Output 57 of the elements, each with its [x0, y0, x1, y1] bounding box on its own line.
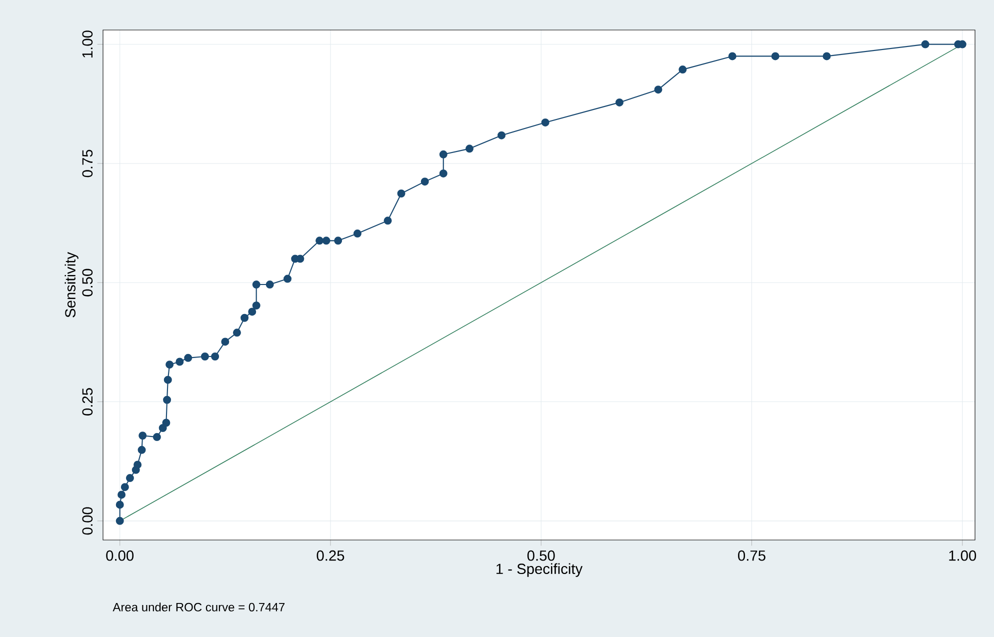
- point: [322, 236, 330, 245]
- x-tick-label: 1.00: [949, 550, 976, 561]
- x-tick-label: 0.75: [738, 550, 766, 561]
- point: [822, 52, 831, 60]
- y-tick-label: 0.50: [82, 268, 93, 296]
- point: [397, 189, 406, 198]
- y-tick-label: 0.25: [82, 388, 93, 416]
- point: [384, 216, 392, 225]
- point: [138, 432, 147, 440]
- point: [541, 118, 550, 126]
- point: [252, 301, 260, 310]
- point: [221, 338, 230, 346]
- y-tick-label: 0.00: [82, 507, 93, 535]
- point: [232, 328, 241, 337]
- point: [152, 433, 161, 442]
- point: [134, 460, 142, 469]
- point: [240, 314, 249, 322]
- point: [211, 352, 220, 360]
- y-axis-title: Sensitivity: [64, 252, 78, 318]
- point: [678, 66, 687, 74]
- x-tick-label: 0.25: [316, 550, 344, 561]
- point: [420, 178, 429, 186]
- point: [284, 274, 292, 283]
- point: [166, 360, 174, 369]
- point: [654, 86, 662, 94]
- point: [163, 396, 172, 404]
- point: [200, 352, 209, 360]
- x-tick-label: 0.50: [527, 550, 555, 561]
- point: [126, 474, 134, 482]
- x-tick-label: 0.00: [106, 550, 134, 561]
- point: [771, 52, 780, 60]
- point: [266, 280, 274, 289]
- point: [498, 131, 506, 140]
- point: [120, 483, 129, 492]
- text: Area under ROC curve = 0.7447: [112, 602, 285, 612]
- point: [162, 418, 170, 427]
- point: [921, 40, 930, 48]
- point: [116, 500, 124, 509]
- point: [334, 236, 342, 245]
- point: [248, 308, 256, 316]
- x-axis-title: 1 - Specificity: [496, 563, 583, 577]
- point: [176, 358, 184, 366]
- point: [164, 376, 172, 384]
- point: [728, 52, 736, 60]
- point: [252, 280, 260, 289]
- y-tick-label: 1.00: [82, 30, 93, 58]
- point: [138, 446, 146, 454]
- point: [316, 236, 324, 245]
- point: [116, 516, 124, 525]
- point: [439, 169, 448, 178]
- point: [615, 98, 624, 106]
- point: [118, 490, 126, 499]
- point: [439, 150, 448, 158]
- y-tick-label: 0.75: [82, 150, 93, 178]
- point: [184, 354, 192, 362]
- point: [353, 230, 362, 238]
- point: [466, 144, 474, 153]
